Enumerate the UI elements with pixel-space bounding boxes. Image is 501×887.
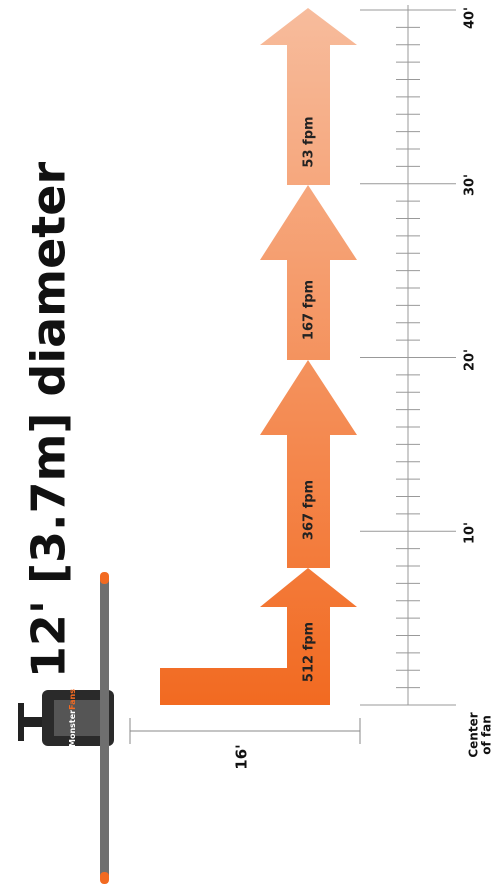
brand-main: Monster [68, 710, 77, 747]
arrow-label: 512 fpm [302, 622, 317, 682]
origin-label: of fan [480, 715, 494, 755]
ruler-label: 20' [463, 349, 478, 371]
ruler-labels: 10' 20' 30' 40' Center of fan [463, 7, 494, 758]
arrow [160, 568, 357, 705]
ruler-label: 30' [463, 174, 478, 196]
blade [100, 575, 109, 880]
ruler [360, 5, 456, 706]
arrow-labels: 512 fpm 367 fpm 167 fpm 53 fpm [302, 116, 317, 682]
blade-tip [100, 572, 109, 584]
title: 12' [3.7m] diameter [22, 162, 76, 679]
ruler-label: 10' [463, 522, 478, 544]
arrow-label: 167 fpm [302, 280, 317, 340]
arrow [260, 185, 357, 360]
ruler-label: 40' [463, 7, 478, 29]
mount-plate [18, 703, 24, 741]
blade-tip [100, 872, 109, 884]
arrow [260, 360, 357, 568]
arrow [260, 8, 357, 185]
fan: MonsterFans [18, 572, 114, 884]
arrow-label: 53 fpm [302, 116, 317, 167]
arrows [160, 8, 357, 705]
dimension: 16' [129, 718, 361, 770]
origin-label: Center [467, 712, 481, 757]
brand-accent: Fans [68, 689, 77, 710]
mount-bar [24, 717, 44, 727]
arrow-label: 367 fpm [302, 480, 317, 540]
brand: MonsterFans [68, 689, 77, 747]
dimension-label: 16' [233, 744, 251, 769]
motor-plate [54, 700, 102, 736]
